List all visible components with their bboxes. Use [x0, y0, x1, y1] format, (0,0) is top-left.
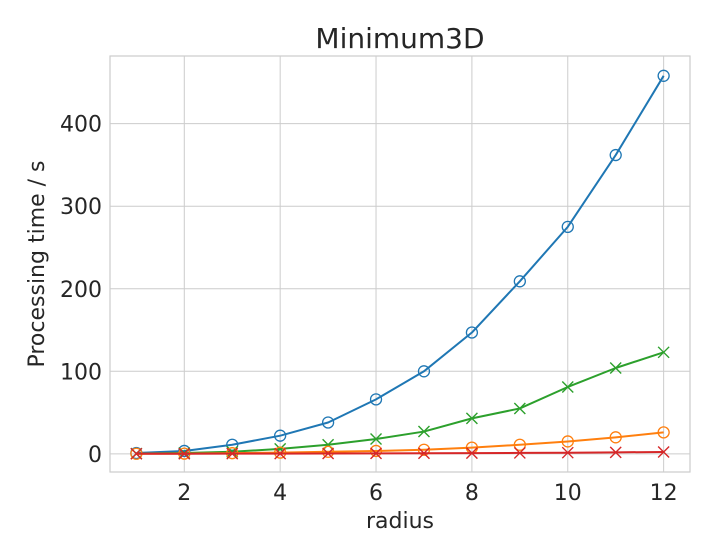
data-point — [657, 426, 670, 439]
data-point — [513, 402, 526, 415]
series-layer — [130, 69, 670, 460]
data-point — [657, 69, 670, 82]
data-point — [417, 443, 431, 456]
x-axis-label: radius — [366, 509, 434, 534]
x-tick-label: 12 — [650, 481, 678, 506]
data-point — [274, 429, 287, 442]
series-line — [136, 450, 664, 455]
series-3 — [130, 445, 670, 460]
x-tick-label: 10 — [554, 481, 582, 506]
data-point — [369, 393, 383, 406]
data-point — [417, 365, 431, 378]
data-point — [657, 346, 670, 359]
data-point — [130, 447, 143, 460]
x-tick-label: 4 — [273, 481, 287, 506]
data-point — [465, 326, 479, 339]
y-tick-label: 0 — [88, 443, 102, 468]
data-point — [274, 447, 287, 460]
data-point — [561, 220, 574, 234]
y-tick-label: 100 — [60, 360, 102, 385]
data-point — [321, 445, 335, 458]
data-point — [178, 447, 191, 460]
data-point — [609, 148, 622, 162]
data-point — [513, 275, 526, 288]
data-point — [465, 412, 478, 425]
data-point — [417, 447, 430, 460]
plot-area — [109, 55, 691, 473]
x-tick-label: 6 — [369, 481, 383, 506]
data-point — [226, 445, 239, 458]
y-axis-label: Processing time / s — [25, 160, 50, 367]
data-point — [561, 380, 574, 393]
y-tick-label: 200 — [60, 278, 102, 303]
y-axis-ticks: 0 100 200 300 400 — [60, 113, 102, 468]
data-point — [513, 446, 526, 459]
data-point — [369, 444, 383, 458]
chart-title: Minimum3D — [315, 22, 484, 55]
y-tick-label: 400 — [60, 113, 102, 138]
data-point — [417, 425, 430, 438]
x-axis-ticks: 2 4 6 8 10 12 — [177, 481, 677, 506]
x-tick-label: 8 — [465, 481, 479, 506]
data-point — [609, 446, 622, 459]
data-point — [609, 431, 622, 444]
data-point — [226, 447, 239, 460]
data-point — [226, 438, 239, 451]
y-tick-label: 300 — [60, 195, 102, 220]
data-point — [321, 416, 335, 429]
data-point — [609, 362, 622, 374]
data-point — [370, 432, 383, 445]
series-line — [136, 75, 665, 455]
series-line — [136, 351, 664, 455]
data-point — [657, 445, 670, 458]
data-point — [370, 447, 383, 460]
data-point — [513, 438, 526, 451]
data-point — [561, 446, 574, 459]
data-point — [322, 447, 335, 460]
data-point — [465, 447, 478, 460]
data-point — [561, 435, 574, 448]
x-tick-label: 2 — [177, 481, 191, 506]
